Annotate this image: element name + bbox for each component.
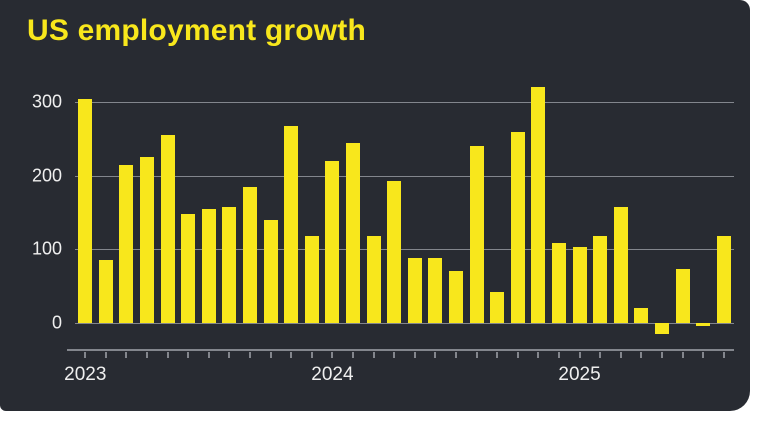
x-tick: [496, 352, 499, 358]
x-tick: [310, 352, 313, 358]
chart-panel: US employment growth 0 100 200 300 2023 2024…: [0, 0, 750, 411]
bar: [263, 219, 278, 323]
bar: [243, 186, 258, 323]
x-tick: [434, 352, 437, 358]
bar: [407, 258, 422, 323]
y-tick-label: 100: [31, 238, 62, 259]
bar: [119, 164, 134, 323]
x-tick: [372, 352, 375, 358]
bar: [531, 87, 546, 323]
x-tick: [557, 352, 560, 358]
x-tick: [331, 352, 334, 358]
x-year-label: 2025: [558, 364, 601, 385]
bar: [675, 269, 690, 323]
bar: [366, 236, 381, 323]
bar: [222, 207, 237, 323]
bar: [304, 236, 319, 323]
x-tick: [187, 352, 190, 358]
chart-title: US employment growth: [27, 14, 367, 47]
x-axis-line: [67, 349, 734, 351]
y-tick-label: 200: [31, 165, 62, 186]
x-tick: [207, 352, 210, 358]
gridline: [75, 175, 734, 177]
x-tick: [660, 352, 663, 358]
x-tick: [146, 352, 149, 358]
x-tick: [578, 352, 581, 358]
bar: [593, 236, 608, 323]
x-axis: 2023 2024 2025: [64, 350, 734, 396]
y-axis-labels: 0 100 200 300: [0, 86, 64, 350]
bar: [654, 322, 669, 334]
bar: [469, 146, 484, 323]
x-tick: [393, 352, 396, 358]
x-tick: [516, 352, 519, 358]
x-tick: [599, 352, 602, 358]
bar: [140, 157, 155, 323]
x-tick: [619, 352, 622, 358]
x-tick: [640, 352, 643, 358]
bar: [428, 258, 443, 323]
bar: [98, 260, 113, 323]
x-tick: [475, 352, 478, 358]
bar: [634, 308, 649, 323]
gridline: [75, 322, 734, 324]
x-tick: [228, 352, 231, 358]
bar: [181, 213, 196, 323]
bar: [696, 322, 711, 327]
x-tick: [104, 352, 107, 358]
bar: [78, 98, 93, 323]
gridline: [75, 249, 734, 251]
x-tick: [290, 352, 293, 358]
bar: [325, 161, 340, 323]
y-tick-label: 300: [31, 91, 62, 112]
bar: [387, 180, 402, 323]
bar: [284, 125, 299, 323]
x-tick: [722, 352, 725, 358]
bar: [716, 236, 731, 323]
x-tick: [702, 352, 705, 358]
gridline: [75, 102, 734, 104]
x-tick: [537, 352, 540, 358]
x-tick: [454, 352, 457, 358]
x-tick: [166, 352, 169, 358]
x-tick: [352, 352, 355, 358]
x-tick: [125, 352, 128, 358]
x-tick: [681, 352, 684, 358]
bar: [448, 271, 463, 323]
bar: [201, 208, 216, 323]
x-year-label: 2023: [64, 364, 107, 385]
bar: [551, 243, 566, 323]
bar: [572, 247, 587, 323]
y-tick-label: 0: [51, 312, 62, 333]
x-tick: [84, 352, 87, 358]
x-tick: [269, 352, 272, 358]
bar: [490, 291, 505, 323]
bar: [160, 135, 175, 323]
x-tick: [249, 352, 252, 358]
plot-area: [67, 86, 734, 351]
x-year-label: 2024: [311, 364, 354, 385]
bar: [346, 142, 360, 323]
bar: [613, 206, 628, 323]
x-tick: [413, 352, 416, 358]
bar: [510, 131, 525, 323]
